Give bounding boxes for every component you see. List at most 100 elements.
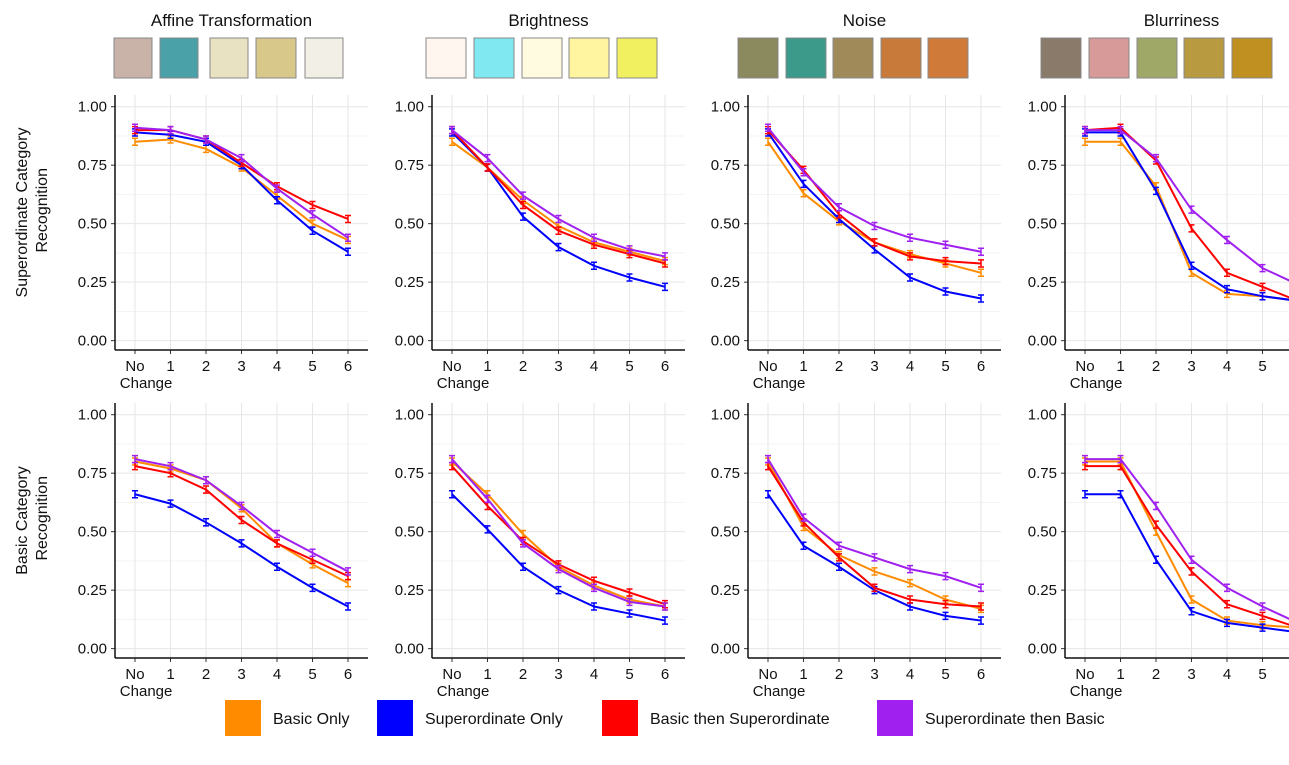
error-bar (978, 294, 984, 303)
error-bar (1259, 623, 1266, 632)
x-tick-label: 6 (977, 666, 985, 683)
x-tick-label: 3 (1187, 358, 1195, 375)
error-bar (274, 529, 280, 539)
x-tick-label: 6 (661, 666, 669, 683)
error-bar (800, 167, 807, 177)
error-bar (484, 153, 491, 163)
error-bar (345, 567, 351, 576)
error-bar (942, 240, 949, 249)
error-bar (1153, 520, 1159, 529)
x-tick-label: 5 (625, 358, 633, 375)
panel-title: Blurriness (1144, 11, 1220, 30)
series-line (1084, 126, 1289, 299)
legend-swatch (225, 700, 261, 736)
error-bar (309, 583, 316, 593)
error-bar (1117, 125, 1124, 135)
y-tick-label: 1.00 (1028, 407, 1057, 424)
error-bar (1259, 611, 1266, 621)
x-tick-label: 4 (906, 358, 914, 375)
error-bar (978, 259, 984, 268)
x-tick-label: 4 (590, 358, 598, 375)
error-bar (800, 179, 807, 189)
error-bar (238, 501, 245, 511)
error-bar (167, 461, 174, 471)
error-bar (484, 494, 491, 504)
legend-label: Superordinate then Basic (925, 711, 1105, 728)
y-tick-label: 0.25 (711, 582, 740, 599)
error-bar (484, 163, 491, 172)
x-tick-label: 1 (799, 358, 807, 375)
error-bar (836, 562, 842, 572)
x-tick-label: 1 (166, 358, 174, 375)
panel-title: Brightness (508, 11, 588, 30)
x-tick-label: 3 (554, 666, 562, 683)
x-tick-label: No Change (116, 666, 173, 700)
error-bar (1082, 489, 1088, 499)
error-bar (626, 597, 633, 607)
x-tick-label: No Change (749, 666, 806, 700)
y-tick-label: 0.75 (1028, 465, 1057, 482)
error-bar (309, 226, 316, 235)
error-bar (1153, 501, 1159, 511)
error-bar (662, 616, 668, 625)
y-tick-label: 0.50 (78, 216, 107, 233)
x-tick-label: 4 (273, 666, 281, 683)
error-bar (1188, 595, 1195, 604)
y-tick-label: 0.50 (1028, 216, 1057, 233)
x-tick-label: No Change (433, 358, 490, 392)
x-tick-label: 4 (906, 666, 914, 683)
x-tick-label: 5 (941, 358, 949, 375)
x-tick-label: No Change (1066, 358, 1123, 392)
y-tick-label: 0.50 (78, 524, 107, 541)
y-tick-label: 1.00 (395, 407, 424, 424)
y-tick-label: 0.50 (711, 524, 740, 541)
error-bar (1224, 599, 1230, 609)
y-tick-label: 1.00 (78, 407, 107, 424)
error-bar (626, 245, 633, 254)
error-bar (765, 454, 771, 464)
error-bar (907, 595, 913, 604)
error-bar (591, 602, 597, 611)
y-tick-label: 0.25 (711, 274, 740, 291)
x-tick-label: 6 (977, 358, 985, 375)
error-bar (765, 137, 771, 147)
error-bar (1188, 224, 1195, 233)
error-bar (1188, 205, 1195, 214)
x-tick-label: 2 (519, 666, 527, 683)
legend-label: Basic Only (273, 711, 349, 728)
x-tick-label: 3 (237, 666, 245, 683)
error-bar (1188, 268, 1195, 278)
x-tick-label: 4 (1223, 666, 1231, 683)
error-bar (978, 247, 984, 257)
error-bar (1224, 235, 1230, 245)
error-bar (132, 454, 138, 464)
y-tick-label: 0.00 (711, 641, 740, 658)
error-bar (203, 475, 209, 485)
error-bar (1117, 137, 1124, 147)
y-tick-label: 0.25 (1028, 582, 1057, 599)
error-bar (978, 602, 984, 611)
x-tick-label: 1 (483, 358, 491, 375)
error-bar (871, 583, 878, 593)
error-bar (449, 125, 455, 135)
error-bar (1224, 618, 1230, 628)
y-tick-label: 1.00 (78, 99, 107, 116)
x-tick-label: 5 (941, 666, 949, 683)
x-tick-label: 3 (1187, 666, 1195, 683)
y-tick-label: 0.75 (711, 157, 740, 174)
error-bar (836, 553, 842, 562)
x-tick-label: 1 (799, 666, 807, 683)
x-tick-label: 5 (1258, 358, 1266, 375)
error-bar (871, 567, 878, 576)
error-bar (555, 242, 562, 252)
x-tick-label: 6 (344, 358, 352, 375)
legend-label: Superordinate Only (425, 711, 563, 728)
y-tick-label: 1.00 (395, 99, 424, 116)
error-bar (1259, 263, 1266, 273)
series-line (1085, 460, 1289, 628)
error-bar (1082, 137, 1088, 147)
series-line (1085, 131, 1289, 301)
error-bar (520, 191, 526, 200)
x-tick-label: 5 (625, 666, 633, 683)
